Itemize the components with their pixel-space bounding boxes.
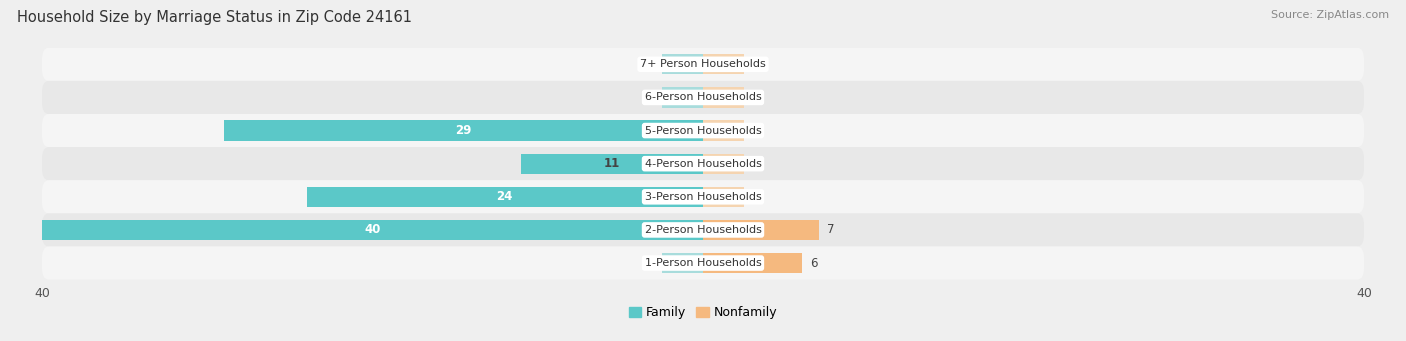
Text: 24: 24 xyxy=(496,190,513,203)
Bar xyxy=(703,120,744,141)
Bar xyxy=(703,54,744,74)
Text: 0: 0 xyxy=(650,91,657,104)
FancyBboxPatch shape xyxy=(42,247,1364,280)
Text: 2-Person Households: 2-Person Households xyxy=(644,225,762,235)
Text: 6: 6 xyxy=(810,256,818,269)
Bar xyxy=(703,87,744,107)
Bar xyxy=(703,187,744,207)
Text: 40: 40 xyxy=(364,223,381,236)
Text: 3-Person Households: 3-Person Households xyxy=(644,192,762,202)
Bar xyxy=(703,153,744,174)
Text: 0: 0 xyxy=(650,256,657,269)
FancyBboxPatch shape xyxy=(42,48,1364,81)
FancyBboxPatch shape xyxy=(42,180,1364,213)
Text: 7: 7 xyxy=(827,223,834,236)
Legend: Family, Nonfamily: Family, Nonfamily xyxy=(624,301,782,324)
Bar xyxy=(224,120,703,141)
FancyBboxPatch shape xyxy=(42,114,1364,147)
Text: 0: 0 xyxy=(752,58,759,71)
Text: 5-Person Households: 5-Person Households xyxy=(644,125,762,136)
Text: 11: 11 xyxy=(605,157,620,170)
Text: 1-Person Households: 1-Person Households xyxy=(644,258,762,268)
Text: 0: 0 xyxy=(752,190,759,203)
Bar xyxy=(307,187,703,207)
FancyBboxPatch shape xyxy=(42,147,1364,180)
Text: 0: 0 xyxy=(752,124,759,137)
Text: 29: 29 xyxy=(456,124,471,137)
Bar xyxy=(703,220,818,240)
Text: Household Size by Marriage Status in Zip Code 24161: Household Size by Marriage Status in Zip… xyxy=(17,10,412,25)
FancyBboxPatch shape xyxy=(42,81,1364,114)
Bar xyxy=(522,153,703,174)
Bar xyxy=(662,87,703,107)
Text: 6-Person Households: 6-Person Households xyxy=(644,92,762,102)
Text: 0: 0 xyxy=(752,157,759,170)
Bar xyxy=(703,253,801,273)
Text: 4-Person Households: 4-Person Households xyxy=(644,159,762,169)
Text: 7+ Person Households: 7+ Person Households xyxy=(640,59,766,69)
Text: Source: ZipAtlas.com: Source: ZipAtlas.com xyxy=(1271,10,1389,20)
Text: 0: 0 xyxy=(650,58,657,71)
Bar xyxy=(662,253,703,273)
Bar xyxy=(42,220,703,240)
Text: 0: 0 xyxy=(752,91,759,104)
FancyBboxPatch shape xyxy=(42,213,1364,247)
Bar xyxy=(662,54,703,74)
